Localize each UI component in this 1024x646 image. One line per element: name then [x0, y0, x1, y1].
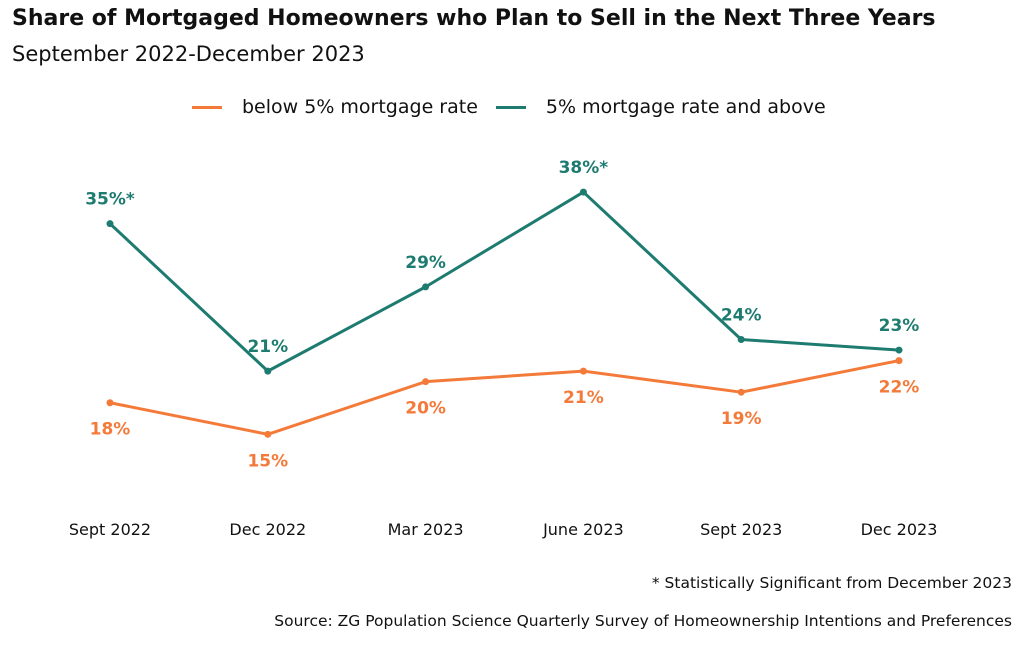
- line-chart: 18% 15% 20% 21% 19% 22% 35%* 21% 29% 38%* 24% 23% Se…: [69, 158, 938, 539]
- x-tick-label: June 2023: [542, 520, 624, 539]
- series-line-below: [109, 359, 900, 436]
- data-point-below: [579, 367, 587, 375]
- data-label-below: 22%: [879, 378, 920, 398]
- data-point-below: [422, 378, 430, 386]
- legend-swatch-below: [192, 105, 222, 109]
- data-point-below: [106, 399, 114, 407]
- data-point-below: [264, 430, 272, 438]
- chart-subtitle: September 2022-December 2023: [12, 42, 365, 66]
- data-label-above: 38%*: [559, 158, 609, 178]
- x-tick-label: Mar 2023: [388, 520, 464, 539]
- source-note: Source: ZG Population Science Quarterly …: [274, 612, 1012, 630]
- x-tick-label: Dec 2022: [229, 520, 306, 539]
- legend-label-above: 5% mortgage rate and above: [545, 96, 826, 118]
- data-point-above: [422, 283, 430, 291]
- legend-label-below: below 5% mortgage rate: [242, 96, 478, 118]
- significance-note: * Statistically Significant from Decembe…: [651, 574, 1012, 592]
- data-label-above: 29%: [405, 253, 446, 273]
- x-tick-label: Dec 2023: [861, 520, 938, 539]
- data-point-below: [895, 357, 903, 365]
- data-label-below: 20%: [405, 399, 446, 419]
- x-tick-label: Sept 2023: [700, 520, 782, 539]
- data-label-above: 23%: [879, 316, 920, 336]
- legend: below 5% mortgage rate 5% mortgage rate …: [192, 96, 844, 118]
- data-label-below: 18%: [90, 420, 131, 440]
- data-label-below: 15%: [247, 451, 288, 471]
- chart-title: Share of Mortgaged Homeowners who Plan t…: [12, 6, 936, 31]
- data-point-above: [264, 367, 272, 375]
- data-point-above: [895, 346, 903, 354]
- data-point-above: [737, 336, 745, 344]
- legend-item-above: 5% mortgage rate and above: [495, 96, 826, 118]
- legend-item-below: below 5% mortgage rate: [192, 96, 478, 118]
- data-point-above: [579, 188, 587, 196]
- data-point-below: [737, 388, 745, 396]
- series-line-above: [108, 190, 900, 373]
- data-label-below: 21%: [563, 388, 604, 408]
- data-label-below: 19%: [721, 409, 762, 429]
- data-label-above: 21%: [247, 337, 288, 357]
- legend-swatch-above: [495, 105, 526, 109]
- data-label-above: 24%: [721, 306, 762, 326]
- data-label-above: 35%*: [85, 190, 135, 210]
- x-tick-label: Sept 2022: [69, 520, 151, 539]
- data-point-above: [106, 220, 114, 228]
